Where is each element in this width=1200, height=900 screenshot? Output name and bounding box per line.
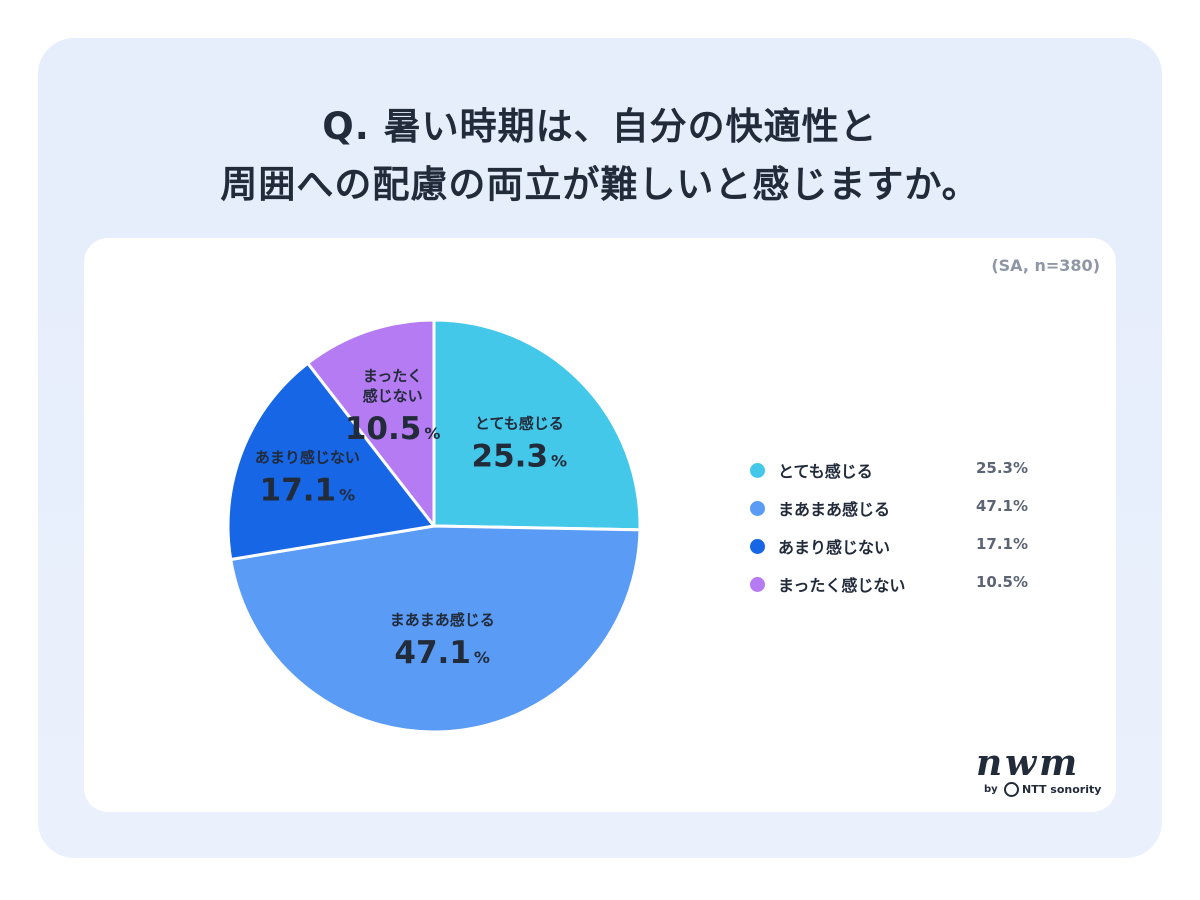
legend-value: 17.1% [975,535,1028,553]
logo-mark: nwm [976,742,1081,784]
legend-item: あまり感じない 17.1% [750,532,1040,570]
legend-item: まったく感じない 10.5% [750,570,1040,608]
slice-value: 25.3% [472,438,568,474]
legend-swatch [750,539,765,554]
pie-slice [229,524,642,734]
slice-value: 17.1% [260,472,356,508]
legend-label: あまり感じない [778,538,891,557]
legend-value: 47.1% [975,497,1028,515]
legend-swatch [750,501,765,516]
logo-by: by [984,784,998,795]
legend-value: 25.3% [975,459,1028,477]
legend-label: まあまあ感じる [778,500,891,519]
sample-size-note: (SA, n=380) [991,256,1100,275]
legend-label: とても感じる [778,462,873,481]
title-line-2: 周囲への配慮の両立が難しいと感じますか。 [220,163,980,206]
ntt-ring-icon [1004,782,1019,797]
slice-label: まったく [363,367,422,385]
pie-slice [306,318,436,528]
legend-item: とても感じる 25.3% [750,456,1040,494]
slice-value: 10.5% [345,411,441,447]
pie-slices [226,318,642,734]
title-line-1: Q. 暑い時期は、自分の快適性と [322,105,878,148]
legend: とても感じる 25.3% まあまあ感じる 47.1% あまり感じない 17.1%… [750,456,1040,608]
legend-swatch [750,577,765,592]
slice-value: 47.1% [394,635,490,671]
pie-slice [226,361,436,561]
slice-label: 感じない [363,387,423,405]
slice-label: まあまあ感じる [390,611,495,629]
slice-label: とても感じる [475,414,564,432]
logo-company: NTT sonority [1022,783,1102,796]
legend-item: まあまあ感じる 47.1% [750,494,1040,532]
legend-swatch [750,463,765,478]
page-title: Q. 暑い時期は、自分の快適性と 周囲への配慮の両立が難しいと感じますか。 [0,98,1200,214]
brand-logo: nwm by NTT sonority [970,742,1102,802]
slice-label: あまり感じない [255,448,360,466]
legend-label: まったく感じない [778,576,906,595]
pie-slice [432,318,642,532]
pie-labels: とても感じる 25.3 % まあまあ感じる 47.1 % あまり感じない 17.1 % まったく感… [255,367,567,671]
legend-value: 10.5% [975,573,1028,591]
